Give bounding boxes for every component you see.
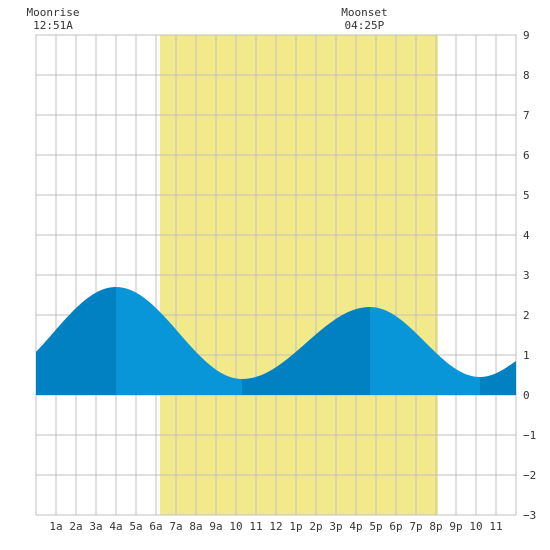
x-tick-label: 8p	[429, 520, 442, 533]
tide-rising-segment	[36, 287, 116, 395]
tide-rising-segment	[480, 361, 516, 395]
x-tick-label: 6a	[149, 520, 162, 533]
y-tick-label: 2	[523, 309, 530, 322]
y-axis-labels: −3 −2 −1 0 1 2 3 4 5 6 7 8 9	[523, 29, 536, 522]
x-tick-label: 2a	[69, 520, 82, 533]
x-tick-label: 3p	[329, 520, 342, 533]
moonrise-annotation: Moonrise 12:51A	[27, 6, 80, 32]
x-tick-label: 11	[489, 520, 502, 533]
y-tick-label: −2	[523, 469, 536, 482]
x-tick-label: 1a	[49, 520, 62, 533]
x-tick-label: 11	[249, 520, 262, 533]
y-tick-label: −1	[523, 429, 536, 442]
x-axis-labels: 1a 2a 3a 4a 5a 6a 7a 8a 9a 10 11 12 1p 2p 3p 4p 5p 6p 7p 8p…	[49, 520, 502, 533]
x-tick-label: 10	[469, 520, 482, 533]
y-tick-label: 0	[523, 389, 530, 402]
y-tick-label: 7	[523, 109, 530, 122]
y-tick-label: 4	[523, 229, 530, 242]
x-tick-label: 12	[269, 520, 282, 533]
x-tick-label: 10	[229, 520, 242, 533]
x-tick-label: 5p	[369, 520, 382, 533]
x-tick-label: 7p	[409, 520, 422, 533]
x-tick-label: 7a	[169, 520, 182, 533]
moonset-annotation: Moonset 04:25P	[341, 6, 387, 32]
x-tick-label: 1p	[289, 520, 302, 533]
moonset-label: Moonset	[341, 6, 387, 19]
y-tick-label: 3	[523, 269, 530, 282]
x-tick-label: 9p	[449, 520, 462, 533]
plot-border	[35, 34, 517, 516]
tide-area	[36, 287, 516, 395]
tide-falling-segment	[116, 287, 242, 395]
x-tick-label: 6p	[389, 520, 402, 533]
tide-rising-segment	[242, 307, 370, 395]
moonrise-time: 12:51A	[33, 19, 73, 32]
moonset-time: 04:25P	[345, 19, 385, 32]
tide-falling-segment	[370, 307, 480, 395]
grid	[35, 34, 517, 516]
x-tick-label: 2p	[309, 520, 322, 533]
y-tick-label: 8	[523, 69, 530, 82]
y-tick-label: 9	[523, 29, 530, 42]
moonrise-label: Moonrise	[27, 6, 80, 19]
x-tick-label: 4a	[109, 520, 122, 533]
x-tick-label: 4p	[349, 520, 362, 533]
y-tick-label: 5	[523, 189, 530, 202]
y-tick-label: 1	[523, 349, 530, 362]
y-tick-label: 6	[523, 149, 530, 162]
x-tick-label: 9a	[209, 520, 222, 533]
x-tick-label: 3a	[89, 520, 102, 533]
y-tick-label: −3	[523, 509, 536, 522]
x-tick-label: 8a	[189, 520, 202, 533]
x-tick-label: 5a	[129, 520, 142, 533]
